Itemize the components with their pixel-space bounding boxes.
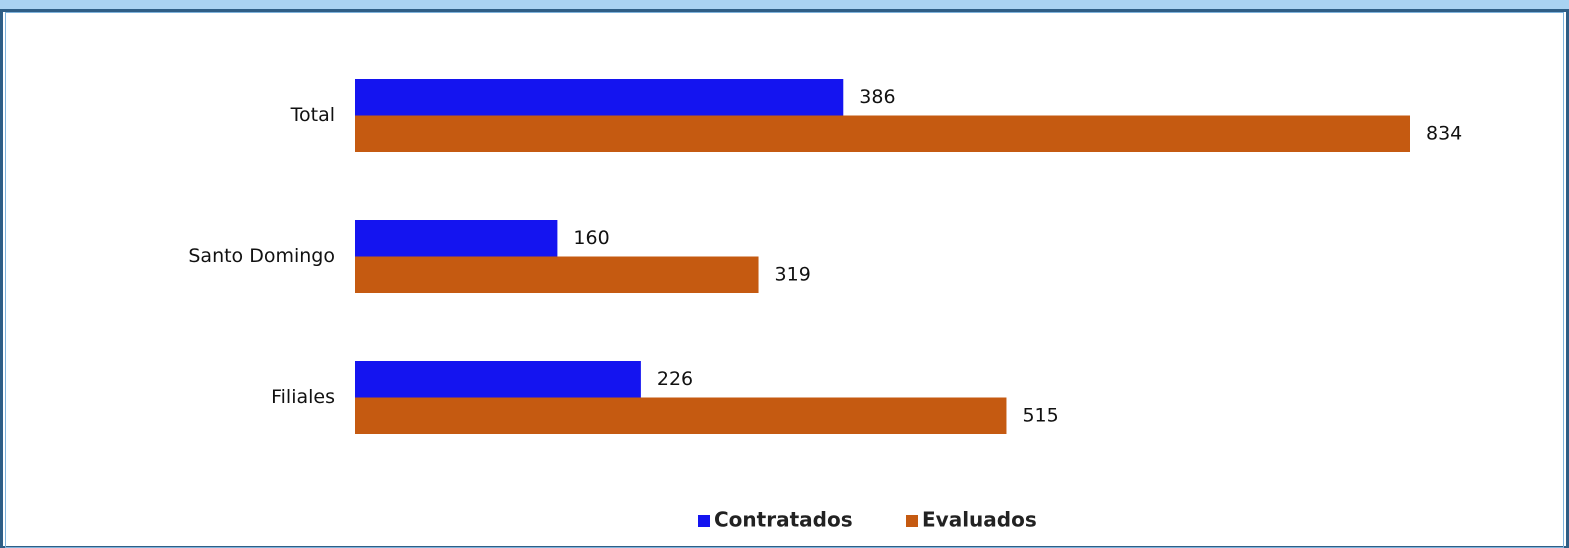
category-label: Filiales bbox=[271, 386, 335, 408]
legend-label: Evaluados bbox=[922, 508, 1037, 532]
legend-swatch bbox=[906, 515, 918, 527]
value-label: 386 bbox=[859, 86, 895, 108]
legend-label: Contratados bbox=[714, 508, 853, 532]
bar bbox=[355, 220, 558, 257]
value-label: 226 bbox=[657, 368, 693, 390]
value-label: 160 bbox=[573, 227, 609, 249]
top-band bbox=[0, 0, 1569, 10]
value-label: 515 bbox=[1022, 404, 1058, 426]
category-label: Total bbox=[290, 104, 335, 126]
bar bbox=[355, 115, 1410, 152]
bar bbox=[355, 79, 844, 116]
legend-swatch bbox=[698, 515, 710, 527]
value-label: 319 bbox=[775, 263, 811, 285]
value-label: 834 bbox=[1426, 122, 1462, 144]
bar bbox=[355, 256, 759, 293]
bar bbox=[355, 397, 1007, 434]
category-label: Santo Domingo bbox=[188, 245, 335, 267]
bar bbox=[355, 361, 641, 398]
